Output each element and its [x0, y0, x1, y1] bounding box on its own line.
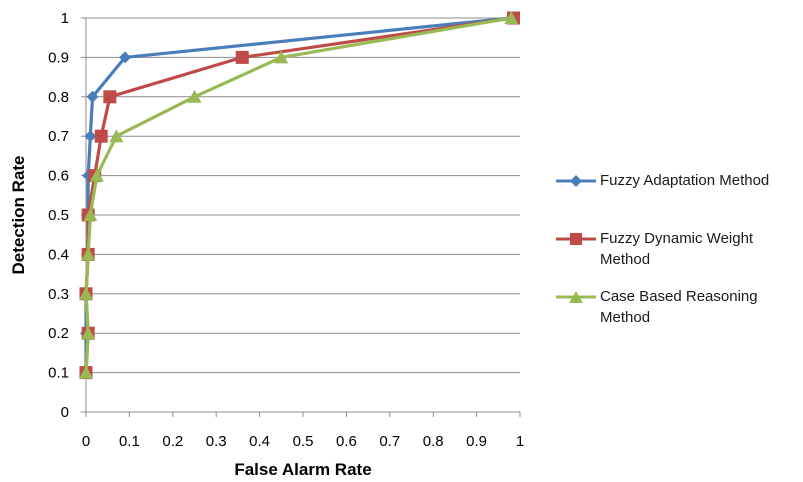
data-point-triangle — [79, 286, 93, 300]
data-point-triangle — [81, 326, 96, 340]
data-point-square — [94, 129, 108, 143]
y-tick-label: 0.3 — [48, 286, 69, 303]
y-tick-label: 0.8 — [48, 89, 69, 106]
data-point-square — [235, 50, 249, 64]
x-tick-label: 0.8 — [423, 433, 444, 450]
x-tick-label: 0.2 — [162, 433, 183, 450]
x-tick-label: 0.3 — [206, 433, 227, 450]
legend-item-fuzzy-dynamic-weight: Fuzzy Dynamic Weight Method — [556, 228, 801, 286]
data-point-diamond — [119, 51, 132, 64]
y-tick-label: 0.2 — [48, 325, 69, 342]
series-1 — [80, 12, 518, 379]
y-axis-title: Detection Rate — [9, 155, 28, 274]
data-point-triangle — [83, 208, 98, 221]
series-3 — [79, 11, 519, 379]
y-tick-labels: 0 0.1 0.2 0.3 0.4 0.5 0.6 0.7 0.8 0.9 1 — [48, 10, 69, 421]
x-tick-label: 0.1 — [119, 433, 140, 450]
y-tick-label: 0.7 — [48, 128, 69, 145]
legend: Fuzzy Adaptation Method Fuzzy Dynamic We… — [556, 170, 801, 344]
data-point-square — [103, 90, 117, 104]
series-line — [84, 16, 512, 373]
data-point-triangle — [274, 50, 289, 64]
series-line — [84, 16, 512, 373]
data-point-triangle — [79, 365, 93, 379]
x-axis-title: False Alarm Rate — [234, 460, 371, 479]
data-point-diamond — [84, 130, 97, 143]
data-point-triangle — [187, 89, 202, 103]
x-tick-label: 0.7 — [379, 433, 400, 450]
y-tick-label: 0 — [61, 404, 69, 421]
axes — [81, 17, 521, 417]
x-tick-label: 0.4 — [249, 433, 270, 450]
legend-swatch-triangle-icon — [556, 291, 596, 303]
y-tick-label: 0.5 — [48, 207, 69, 224]
y-tick-label: 0.9 — [48, 49, 69, 66]
x-tick-label: 0.5 — [293, 433, 314, 450]
data-point-triangle — [81, 247, 96, 261]
series-line — [84, 16, 514, 373]
legend-label: Fuzzy Adaptation Method — [600, 172, 770, 189]
y-tick-label: 0.6 — [48, 168, 69, 185]
legend-item-fuzzy-adaptation: Fuzzy Adaptation Method — [556, 170, 801, 228]
x-tick-label: 0.9 — [466, 433, 487, 450]
legend-label: Fuzzy Dynamic Weight Method — [600, 230, 754, 268]
series-2 — [79, 11, 520, 380]
x-tick-label: 0.6 — [336, 433, 357, 450]
legend-item-case-based-reasoning: Case Based Reasoning Method — [556, 286, 801, 344]
y-tick-label: 0.4 — [48, 246, 69, 263]
data-point-triangle — [109, 129, 124, 143]
x-tick-label: 0 — [82, 433, 90, 450]
data-point-triangle — [504, 11, 519, 24]
data-point-triangle — [89, 168, 104, 182]
x-tick-labels: 0 0.1 0.2 0.3 0.4 0.5 0.6 0.7 0.8 0.9 1 — [82, 433, 524, 450]
legend-label: Case Based Reasoning Method — [600, 288, 758, 326]
series-lines — [79, 11, 520, 380]
legend-swatch-diamond-icon — [556, 175, 596, 187]
x-tick-label: 1 — [516, 433, 524, 450]
gridlines — [86, 17, 520, 374]
legend-swatch-square-icon — [556, 233, 596, 245]
data-point-diamond — [86, 90, 99, 103]
y-tick-label: 1 — [61, 10, 69, 27]
y-tick-label: 0.1 — [48, 365, 69, 382]
